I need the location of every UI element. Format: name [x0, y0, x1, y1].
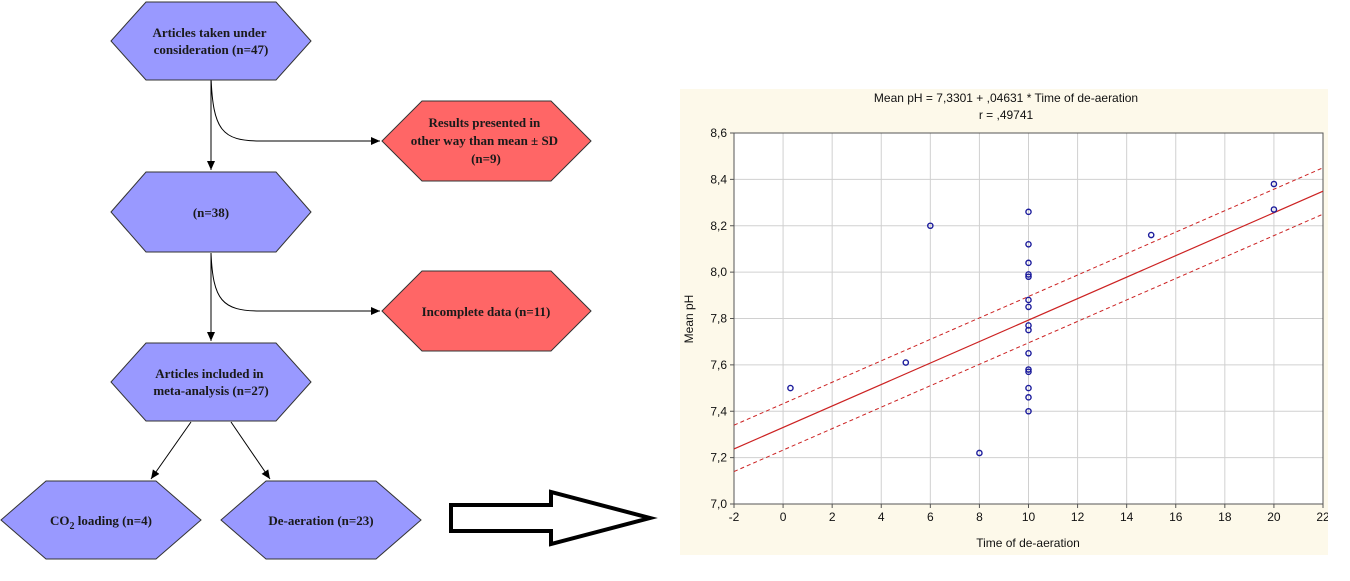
node-excluded-sd-line3: (n=9) — [471, 151, 501, 166]
y-tick-label: 7,2 — [710, 451, 727, 465]
x-tick-label: 6 — [927, 510, 934, 524]
connector-included-co2 — [150, 421, 192, 480]
big-arrow-icon — [449, 489, 658, 547]
data-point — [1270, 180, 1278, 188]
data-point — [1025, 271, 1032, 278]
node-incomplete-line1: Incomplete data (n=11) — [422, 304, 551, 319]
x-tick-label: 22 — [1316, 510, 1328, 524]
y-tick-label: 8,6 — [710, 126, 727, 140]
connector-n38-incomplete — [210, 252, 380, 315]
y-tick-label: 7,4 — [710, 404, 727, 418]
y-axis-label: Mean pH — [682, 295, 696, 344]
data-point — [1025, 296, 1032, 304]
node-deaeration: De-aeration (n=23) — [220, 480, 422, 560]
data-point — [787, 384, 794, 392]
data-point — [976, 449, 983, 457]
data-point — [927, 222, 934, 230]
node-included: Articles included in meta-analysis (n=27… — [110, 342, 312, 422]
y-tick-label: 7,0 — [710, 497, 727, 511]
data-point — [1025, 366, 1032, 373]
regression-line — [733, 190, 1324, 450]
connector-included-deaeration — [230, 421, 271, 480]
y-tick-label: 8,2 — [710, 219, 727, 233]
data-point — [1147, 231, 1155, 239]
svg-text:Articles included in met: Articles included in meta-analysis (n=27… — [153, 366, 268, 398]
data-point — [1025, 368, 1032, 376]
x-tick-label: 2 — [829, 510, 836, 524]
node-incomplete: Incomplete data (n=11) — [381, 270, 592, 352]
data-point — [1025, 349, 1032, 357]
chart-subtitle: r = ,49741 — [979, 108, 1034, 122]
x-tick-label: -2 — [729, 510, 740, 524]
node-excluded-sd-line2: other way than mean ± SD — [411, 133, 558, 148]
svg-text:Results presented in oth: Results presented in other way than mean… — [411, 115, 562, 166]
x-tick-label: 10 — [1022, 510, 1036, 524]
svg-text:Articles taken under con: Articles taken under consideration (n=47… — [152, 25, 269, 57]
scatter-chart: Mean pH = 7,3301 + ,04631 * Time of de-a… — [682, 91, 1328, 550]
x-tick-label: 12 — [1071, 510, 1085, 524]
node-co2-subscript: 2 — [70, 521, 75, 532]
node-articles-line1: Articles taken under — [152, 25, 266, 40]
node-n38: (n=38) — [110, 171, 312, 253]
node-co2-text-co: CO — [50, 513, 70, 528]
data-point — [1025, 326, 1032, 334]
confidence-lower-line — [733, 213, 1324, 472]
x-tick-label: 20 — [1267, 510, 1281, 524]
chart-title: Mean pH = 7,3301 + ,04631 * Time of de-a… — [874, 91, 1138, 105]
data-point — [1025, 273, 1032, 281]
y-tick-label: 7,6 — [710, 358, 727, 372]
data-point — [1025, 240, 1032, 248]
x-tick-label: 14 — [1120, 510, 1134, 524]
chart-panel: Mean pH = 7,3301 + ,04631 * Time of de-a… — [680, 89, 1328, 555]
svg-text:CO2 loading (n=4): CO2 loading (n=4) — [50, 513, 152, 532]
node-articles-line2: consideration (n=47) — [154, 42, 269, 57]
node-deaeration-line1: De-aeration (n=23) — [268, 513, 373, 528]
svg-text:Incomplete data (n=11): Incomplete data (n=11) — [422, 304, 551, 319]
plot-area: -2 0 2 4 6 8 10 12 14 16 18 20 22 7,0 7,2 7,4 7,6 7,8 8,0 8… — [710, 126, 1328, 524]
x-axis-label: Time of de-aeration — [976, 536, 1080, 550]
data-point — [1025, 394, 1032, 401]
node-co2: CO2 loading (n=4) — [0, 480, 202, 560]
confidence-upper-line — [733, 167, 1324, 426]
svg-text:(n=38): (n=38) — [193, 205, 229, 220]
connector-articles-excluded — [210, 76, 380, 145]
data-point — [1025, 384, 1032, 392]
y-tick-label: 7,8 — [710, 312, 727, 326]
data-point — [1025, 303, 1032, 311]
y-tick-label: 8,4 — [710, 172, 727, 186]
node-excluded-sd-line1: Results presented in — [429, 115, 541, 130]
data-point — [1025, 208, 1032, 216]
svg-text:De-aeration (n=23): De-aeration (n=23) — [268, 513, 373, 528]
y-tick-label: 8,0 — [710, 265, 727, 279]
x-tick-label: 4 — [878, 510, 885, 524]
node-n38-line1: (n=38) — [193, 205, 229, 220]
data-point — [1025, 407, 1032, 415]
data-point — [1270, 206, 1278, 213]
node-included-line1: Articles included in — [155, 366, 264, 381]
x-tick-label: 18 — [1218, 510, 1232, 524]
flow-connectors — [150, 76, 380, 480]
node-co2-text-rest: loading (n=4) — [75, 513, 152, 528]
x-tick-label: 8 — [976, 510, 983, 524]
x-tick-label: 16 — [1169, 510, 1183, 524]
data-point — [1025, 259, 1032, 267]
node-included-line2: meta-analysis (n=27) — [153, 383, 268, 398]
node-articles: Articles taken under consideration (n=47… — [110, 1, 312, 81]
x-tick-label: 0 — [780, 510, 787, 524]
data-point — [902, 359, 910, 366]
node-excluded-sd: Results presented in other way than mean… — [381, 100, 592, 182]
